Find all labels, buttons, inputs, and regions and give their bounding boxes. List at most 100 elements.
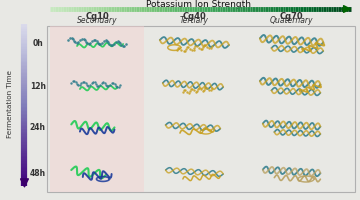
Point — [184, 90, 190, 93]
Point — [84, 42, 90, 45]
Point — [181, 49, 186, 53]
Point — [194, 89, 200, 92]
Point — [204, 86, 210, 89]
Point — [94, 39, 100, 43]
Point — [92, 81, 98, 84]
Point — [201, 44, 207, 47]
Point — [75, 84, 81, 87]
Point — [70, 37, 76, 40]
Point — [193, 90, 199, 93]
Point — [103, 39, 109, 42]
Point — [112, 82, 117, 85]
Point — [102, 81, 108, 84]
Text: Potassium Ion Strength: Potassium Ion Strength — [145, 0, 251, 9]
Point — [207, 88, 212, 91]
Point — [80, 80, 86, 83]
Point — [74, 83, 80, 86]
Point — [187, 47, 193, 50]
Point — [207, 46, 212, 50]
Point — [109, 82, 115, 85]
Text: 0h: 0h — [32, 40, 43, 48]
Point — [195, 87, 201, 90]
Point — [77, 39, 83, 42]
Point — [107, 43, 112, 46]
Point — [182, 88, 188, 92]
Point — [187, 90, 193, 93]
Point — [203, 85, 208, 89]
Point — [175, 47, 181, 50]
Point — [183, 47, 189, 51]
Point — [83, 82, 89, 85]
Point — [204, 45, 210, 48]
Point — [116, 40, 122, 43]
Point — [189, 48, 195, 52]
Point — [73, 81, 78, 84]
Point — [105, 85, 111, 88]
Point — [176, 46, 182, 50]
Point — [70, 80, 76, 83]
Point — [111, 42, 117, 45]
Point — [194, 44, 199, 48]
Point — [200, 89, 206, 92]
Point — [113, 84, 119, 87]
Point — [198, 88, 203, 91]
Point — [201, 89, 207, 92]
Point — [89, 39, 95, 42]
Point — [200, 45, 206, 49]
Point — [85, 84, 91, 87]
Text: Quaternary: Quaternary — [270, 16, 313, 25]
Point — [95, 85, 101, 88]
Point — [95, 41, 100, 45]
Text: Fermentation Time: Fermentation Time — [7, 70, 13, 138]
Point — [186, 91, 192, 94]
Point — [100, 81, 106, 84]
Text: Cg10: Cg10 — [85, 12, 109, 21]
Point — [208, 88, 214, 91]
Point — [121, 44, 127, 47]
Point — [68, 81, 74, 85]
Point — [76, 41, 81, 44]
Point — [90, 80, 96, 83]
FancyBboxPatch shape — [47, 26, 355, 192]
Point — [111, 81, 116, 84]
Point — [71, 39, 77, 42]
Point — [89, 81, 94, 85]
Point — [189, 87, 195, 90]
Point — [69, 36, 75, 39]
Point — [86, 42, 91, 45]
Point — [196, 46, 202, 49]
Point — [97, 83, 103, 87]
Point — [181, 88, 186, 91]
Text: Secondary: Secondary — [77, 16, 117, 25]
Point — [108, 44, 114, 47]
Point — [185, 45, 191, 49]
Point — [202, 43, 208, 47]
Point — [174, 48, 180, 52]
Point — [115, 39, 121, 43]
Point — [191, 89, 197, 92]
Text: Tertiary: Tertiary — [180, 16, 209, 25]
Point — [99, 42, 105, 45]
Point — [105, 41, 111, 44]
Point — [66, 38, 71, 42]
Point — [191, 48, 197, 51]
Point — [188, 88, 193, 91]
Point — [78, 81, 84, 85]
Point — [180, 90, 186, 93]
Point — [208, 46, 214, 49]
Point — [109, 43, 115, 47]
Point — [104, 39, 110, 42]
Point — [77, 83, 82, 86]
Point — [104, 85, 110, 88]
Point — [72, 79, 77, 83]
Point — [199, 47, 205, 50]
Point — [184, 46, 189, 49]
Point — [179, 48, 184, 51]
Point — [81, 37, 86, 40]
Point — [83, 40, 89, 43]
Point — [116, 85, 121, 88]
Point — [209, 44, 215, 48]
Point — [117, 42, 123, 45]
Point — [96, 43, 102, 46]
Point — [117, 83, 123, 87]
